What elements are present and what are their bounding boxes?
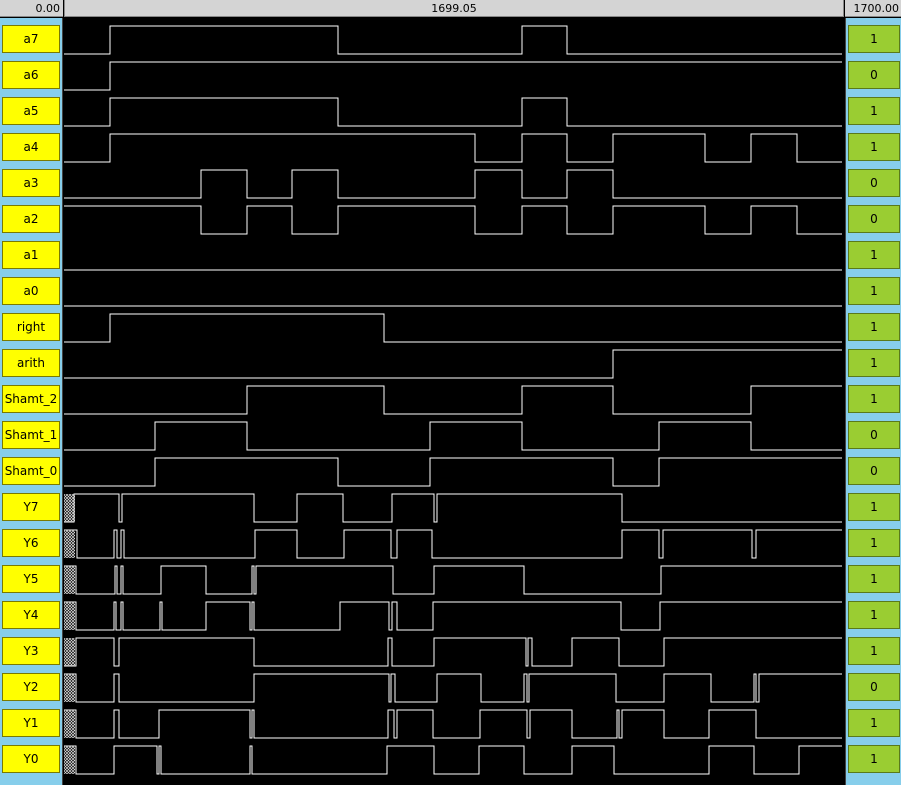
- signal-label-a2[interactable]: a2: [2, 205, 60, 233]
- signal-label-shamt_0[interactable]: Shamt_0: [2, 457, 60, 485]
- signal-value-y2: 0: [848, 673, 900, 701]
- signal-label-right[interactable]: right: [2, 313, 60, 341]
- signal-value-a2: 0: [848, 205, 900, 233]
- signal-value-y3: 1: [848, 637, 900, 665]
- undefined-region-y3: [64, 638, 75, 666]
- waveform-y6: [64, 529, 842, 559]
- signal-label-shamt_2[interactable]: Shamt_2: [2, 385, 60, 413]
- waveform-a4: [64, 133, 842, 163]
- signal-label-y2[interactable]: Y2: [2, 673, 60, 701]
- waveform-y0: [64, 745, 842, 775]
- signal-value-right: 1: [848, 313, 900, 341]
- signal-value-y5: 1: [848, 565, 900, 593]
- undefined-region-y2: [64, 674, 75, 702]
- signal-value-a0: 1: [848, 277, 900, 305]
- signal-label-a4[interactable]: a4: [2, 133, 60, 161]
- signal-value-y0: 1: [848, 745, 900, 773]
- signal-label-a5[interactable]: a5: [2, 97, 60, 125]
- waveform-a5: [64, 97, 842, 127]
- signal-label-y4[interactable]: Y4: [2, 601, 60, 629]
- cursor-time-label: 1699.05: [64, 0, 844, 17]
- waveform-y4: [64, 601, 842, 631]
- undefined-region-y4: [64, 602, 75, 630]
- time-end-label: 1700.00: [845, 0, 901, 17]
- signal-value-a1: 1: [848, 241, 900, 269]
- signal-label-a0[interactable]: a0: [2, 277, 60, 305]
- waveform-right: [64, 313, 842, 343]
- waveform-a7: [64, 25, 842, 55]
- waveform-y3: [64, 637, 842, 667]
- signal-label-arith[interactable]: arith: [2, 349, 60, 377]
- waveform-panel[interactable]: [64, 18, 844, 785]
- waveform-shamt_0: [64, 457, 842, 487]
- signal-label-y5[interactable]: Y5: [2, 565, 60, 593]
- signal-label-y0[interactable]: Y0: [2, 745, 60, 773]
- signal-value-shamt_1: 0: [848, 421, 900, 449]
- signal-value-y1: 1: [848, 709, 900, 737]
- signal-value-y4: 1: [848, 601, 900, 629]
- waveform-y2: [64, 673, 842, 703]
- signal-value-a3: 0: [848, 169, 900, 197]
- undefined-region-y0: [64, 746, 75, 774]
- undefined-region-y5: [64, 566, 75, 594]
- signal-value-shamt_0: 0: [848, 457, 900, 485]
- signal-value-y7: 1: [848, 493, 900, 521]
- signal-value-a4: 1: [848, 133, 900, 161]
- waveform-a6: [64, 61, 842, 91]
- waveform-y1: [64, 709, 842, 739]
- signal-label-y6[interactable]: Y6: [2, 529, 60, 557]
- waveform-shamt_2: [64, 385, 842, 415]
- signal-label-shamt_1[interactable]: Shamt_1: [2, 421, 60, 449]
- signal-value-shamt_2: 1: [848, 385, 900, 413]
- waveform-arith: [64, 349, 842, 379]
- signal-value-y6: 1: [848, 529, 900, 557]
- waveform-a3: [64, 169, 842, 199]
- waveform-y5: [64, 565, 842, 595]
- waveform-a2: [64, 205, 842, 235]
- signal-value-a6: 0: [848, 61, 900, 89]
- signal-label-a3[interactable]: a3: [2, 169, 60, 197]
- undefined-region-y7: [64, 494, 75, 522]
- signal-value-a7: 1: [848, 25, 900, 53]
- signal-label-y7[interactable]: Y7: [2, 493, 60, 521]
- waveform-shamt_1: [64, 421, 842, 451]
- signal-label-a1[interactable]: a1: [2, 241, 60, 269]
- waveform-y7: [64, 493, 842, 523]
- undefined-region-y6: [64, 530, 75, 558]
- signal-value-a5: 1: [848, 97, 900, 125]
- signal-label-a6[interactable]: a6: [2, 61, 60, 89]
- signal-label-y1[interactable]: Y1: [2, 709, 60, 737]
- signal-value-arith: 1: [848, 349, 900, 377]
- undefined-region-y1: [64, 710, 75, 738]
- time-start-label: 0.00: [0, 0, 63, 17]
- signal-label-a7[interactable]: a7: [2, 25, 60, 53]
- signal-label-y3[interactable]: Y3: [2, 637, 60, 665]
